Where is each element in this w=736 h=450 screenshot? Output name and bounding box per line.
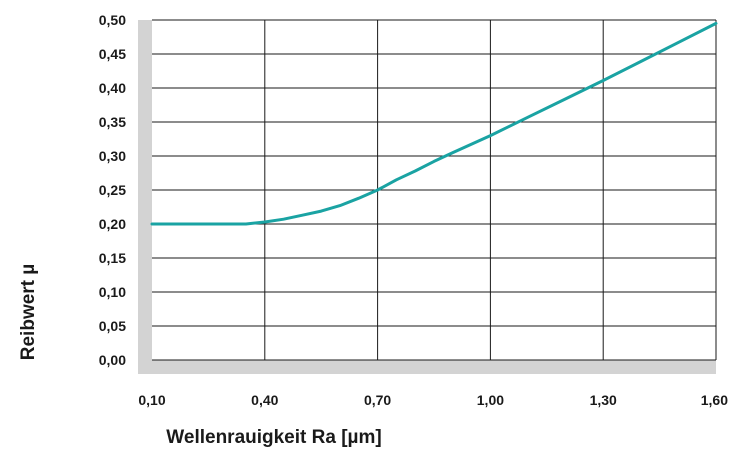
axis-band-group — [138, 20, 716, 374]
x-axis-title: Wellenrauigkeit Ra [µm] — [166, 427, 381, 448]
x-tick-label: 0,40 — [251, 392, 278, 408]
y-axis-band — [138, 20, 152, 374]
y-tick-label: 0,10 — [99, 284, 126, 300]
y-tick-label: 0,05 — [99, 318, 126, 334]
series-line — [150, 21, 718, 226]
y-tick-label: 0,20 — [99, 216, 126, 232]
y-tick-label: 0,50 — [99, 12, 126, 28]
y-axis-title: Reibwert µ — [18, 264, 39, 360]
x-axis-band — [138, 360, 716, 374]
x-tick-label: 0,70 — [364, 392, 391, 408]
y-tick-label: 0,25 — [99, 182, 126, 198]
x-tick-label: 1,00 — [477, 392, 504, 408]
x-tick-label: 1,30 — [590, 392, 617, 408]
y-tick-label: 0,45 — [99, 46, 126, 62]
x-tick-labels: 0,10 0,40 0,70 1,00 1,30 1,60 — [138, 392, 728, 408]
x-tick-label: 1,60 — [701, 392, 728, 408]
y-tick-labels: 0,00 0,05 0,10 0,15 0,20 0,25 0,30 0,35 0,40 0,45… — [99, 12, 126, 368]
y-tick-label: 0,40 — [99, 80, 126, 96]
grid-group — [152, 19, 717, 361]
series-group — [150, 21, 718, 226]
y-tick-label: 0,35 — [99, 114, 126, 130]
x-tick-label: 0,10 — [138, 392, 165, 408]
y-tick-label: 0,00 — [99, 352, 126, 368]
y-tick-label: 0,30 — [99, 148, 126, 164]
y-tick-label: 0,15 — [99, 250, 126, 266]
